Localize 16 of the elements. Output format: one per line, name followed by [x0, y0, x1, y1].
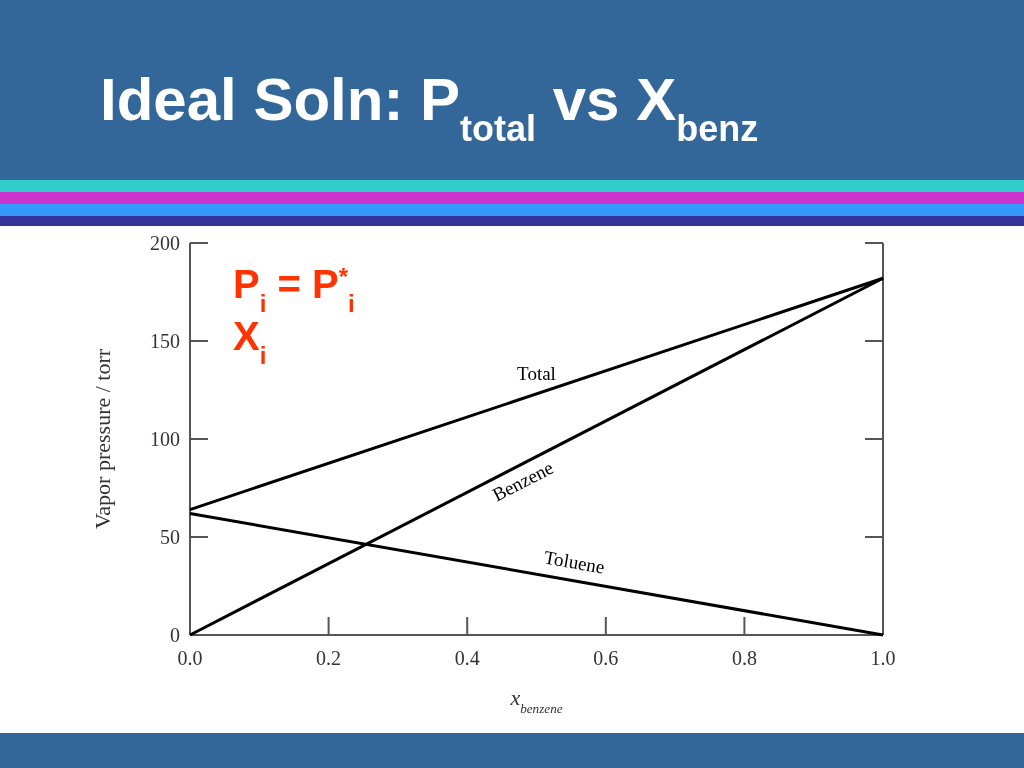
text: Toluene	[542, 546, 607, 578]
y-tick-label: 0	[170, 624, 180, 646]
x-tick-label: 0.0	[177, 647, 203, 669]
y-tick-label: 100	[150, 428, 180, 450]
x-tick-label: 0.4	[454, 647, 480, 669]
x-axis-title: x$_{benzene}$	[509, 685, 563, 716]
x-tick-label: 0.2	[316, 647, 342, 669]
y-axis-title: Vapor pressure / torr	[90, 348, 115, 530]
series-label: Total	[517, 362, 556, 384]
y-tick-label: 150	[150, 330, 180, 352]
x-tick-label: 0.8	[731, 647, 757, 669]
chart-title: Ideal Soln: P$_{total}$ vs X$_{benz}$	[100, 66, 759, 149]
y-tick-label: 200	[150, 232, 180, 254]
x-tick-label: 1.0	[870, 647, 896, 669]
x-tick-label: 0.6	[593, 647, 619, 669]
y-tick-label: 50	[160, 526, 180, 548]
